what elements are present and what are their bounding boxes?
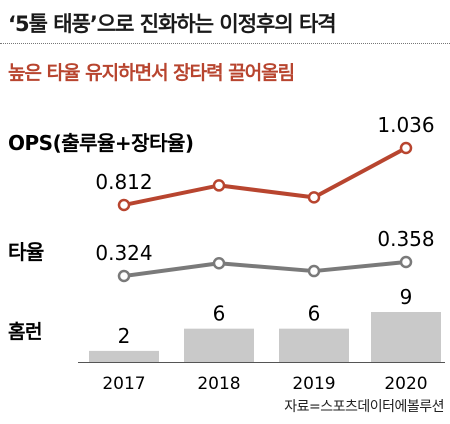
series-name-0: OPS(출루율+장타율) [8,131,194,155]
avg-point-2017 [117,269,131,283]
avg-point-2020 [399,255,413,269]
ops-label-2020: 1.036 [377,113,434,137]
avg-line [123,260,407,278]
ops-point-2020 [399,141,413,155]
home-run-label-2020: 9 [400,285,413,309]
chart-title: ‘5툴 태풍’으로 진화하는 이정후의 타격 [8,12,337,36]
avg-label-2017: 0.324 [95,241,152,265]
ops-point-2017 [117,198,131,212]
home-run-bar-2017 [89,350,159,362]
home-run-bar-2019 [279,328,349,362]
home-run-bar-2020 [371,312,441,362]
series-name-2: 홈런 [8,320,42,343]
home-run-label-2019: 6 [308,302,321,326]
source-note: 자료=스포츠데이터에볼루션 [284,399,444,415]
x-tick-2020: 2020 [384,374,427,394]
ops-point-2019 [307,191,321,204]
avg-point-2019 [307,264,321,278]
x-tick-2019: 2019 [292,374,335,394]
title-divider [0,43,450,44]
home-run-bar-2018 [184,328,254,362]
avg-label-2020: 0.358 [377,227,434,251]
series-name-1: 타율 [8,240,44,264]
ops-point-2018 [212,179,226,192]
avg-point-2018 [212,256,226,270]
ops-line [123,146,407,207]
x-tick-2017: 2017 [102,374,145,394]
home-run-label-2018: 6 [213,302,226,326]
ops-label-2017: 0.812 [95,170,152,194]
chart-subtitle: 높은 타율 유지하면서 장타력 끌어올림 [8,62,295,84]
x-tick-2018: 2018 [197,374,240,394]
home-run-label-2017: 2 [118,324,131,348]
